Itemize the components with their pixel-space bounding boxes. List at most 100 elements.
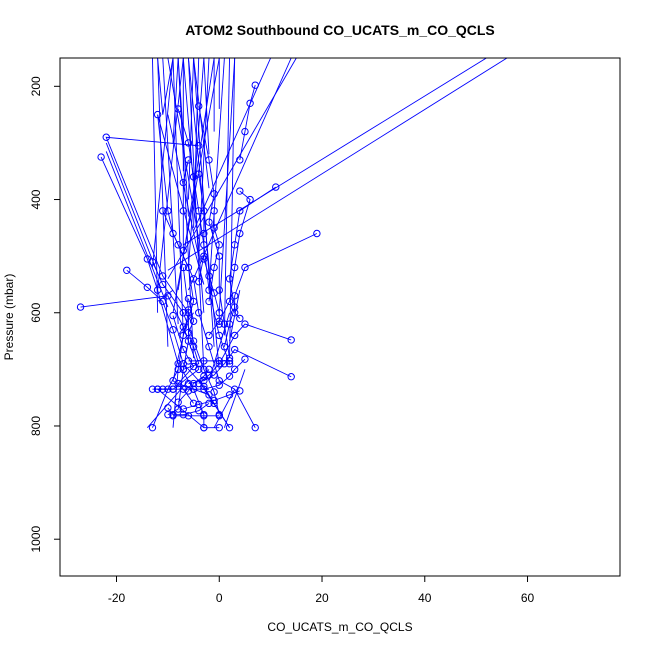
series-line-3 [152, 114, 195, 428]
profile-segment-12 [172, 58, 184, 336]
data-point-17-1 [189, 317, 198, 325]
data-point-22-0 [236, 387, 244, 395]
data-point-7-1 [184, 306, 193, 314]
data-point-12-1 [246, 195, 254, 204]
data-point-4-1 [174, 241, 182, 249]
data-layer [76, 58, 508, 432]
profile-segment-21 [162, 58, 179, 325]
data-point-5-0 [123, 266, 131, 274]
data-point-8-3 [184, 156, 193, 164]
profile-segment-19 [167, 58, 200, 240]
data-point-3-1 [164, 207, 172, 215]
data-point-2-0 [76, 303, 85, 311]
data-point-15-4 [205, 297, 213, 306]
data-point-5-3 [169, 326, 177, 334]
data-point-28-3 [236, 156, 244, 164]
data-point-19-0 [287, 373, 295, 381]
data-point-17-5 [179, 365, 188, 374]
data-point-7-0 [179, 263, 188, 272]
x-tick-label-1: 0 [216, 591, 223, 605]
data-point-26-1 [159, 385, 167, 393]
data-point-19-1 [230, 345, 239, 354]
data-point-13-2 [230, 241, 239, 249]
data-point-23-2 [189, 379, 198, 388]
data-point-23-1 [200, 372, 208, 380]
series-line-2 [80, 295, 220, 429]
data-point-6-3 [189, 337, 198, 345]
series-line-11 [198, 173, 205, 282]
x-axis: -20 0 20 40 60 [108, 576, 535, 605]
data-point-25-3 [169, 412, 177, 420]
series-line-10 [198, 106, 230, 359]
data-point-2-7 [215, 423, 223, 432]
data-point-17-0 [184, 294, 193, 303]
y-axis-label: Pressure (mbar) [2, 274, 16, 361]
data-point-2-6 [200, 423, 208, 432]
y-tick-label-2: 600 [29, 302, 43, 322]
data-point-25-0 [215, 412, 223, 420]
data-point-22-4 [179, 405, 188, 413]
data-point-19-4 [200, 376, 208, 385]
x-axis-label: CO_UCATS_m_CO_QCLS [267, 620, 412, 634]
series-line-14 [234, 233, 318, 319]
data-point-8-2 [179, 178, 188, 187]
profile-segment-4 [172, 58, 179, 143]
profile-segment-9 [187, 58, 205, 268]
data-point-11-0 [195, 170, 203, 178]
data-point-8-0 [179, 246, 188, 255]
data-point-18-1 [241, 320, 249, 328]
profile-segment-44 [213, 388, 236, 428]
data-point-26-2 [153, 385, 162, 393]
data-point-21-2 [225, 372, 234, 380]
data-point-13-1 [236, 207, 244, 215]
data-point-9-3 [195, 207, 203, 215]
y-tick-label-0: 200 [29, 76, 43, 96]
data-point-16-1 [205, 272, 213, 280]
series-line-9 [177, 108, 230, 364]
data-point-28-1 [246, 99, 254, 107]
data-point-24-1 [195, 406, 203, 415]
profile-segment-28 [193, 58, 210, 189]
data-point-27-0 [184, 357, 193, 365]
data-point-20-3 [174, 379, 182, 388]
data-point-10-1 [205, 156, 213, 164]
data-point-5-1 [143, 283, 152, 291]
data-point-18-2 [230, 331, 239, 340]
data-point-3-8 [148, 423, 157, 432]
profile-segment-17 [223, 58, 230, 336]
profile-segment-6 [187, 58, 195, 200]
data-point-4-0 [159, 207, 167, 215]
data-point-6-0 [148, 258, 157, 266]
data-point-27-2 [215, 357, 223, 365]
data-point-14-1 [241, 263, 249, 272]
data-point-3-0 [153, 110, 162, 119]
data-point-10-3 [205, 218, 213, 226]
data-point-11-4 [195, 277, 203, 286]
series-line-1 [100, 156, 205, 428]
profile-segment-34 [167, 58, 297, 280]
data-point-13-3 [225, 275, 234, 283]
series-line-16 [203, 258, 220, 325]
data-point-11-1 [200, 207, 208, 215]
data-point-25-2 [184, 412, 193, 420]
series-line-7 [167, 267, 189, 416]
data-point-5-2 [159, 297, 167, 306]
data-point-16-0 [200, 255, 208, 263]
x-tick-label-2: 20 [315, 591, 329, 605]
profile-segment-45 [223, 369, 246, 428]
data-point-21-1 [230, 365, 239, 374]
data-point-19-3 [210, 371, 218, 379]
series-line-23 [177, 369, 210, 403]
data-point-23-4 [174, 398, 182, 406]
series-line-15 [208, 210, 220, 302]
data-point-9-6 [215, 331, 223, 340]
data-point-15-0 [210, 207, 218, 215]
data-point-21-3 [215, 381, 223, 389]
series-line-19 [188, 348, 292, 384]
data-point-5-7 [225, 423, 234, 432]
series-line-28 [239, 85, 256, 160]
data-point-13-0 [272, 183, 280, 191]
data-point-23-3 [184, 387, 193, 395]
data-point-18-0 [287, 336, 295, 344]
